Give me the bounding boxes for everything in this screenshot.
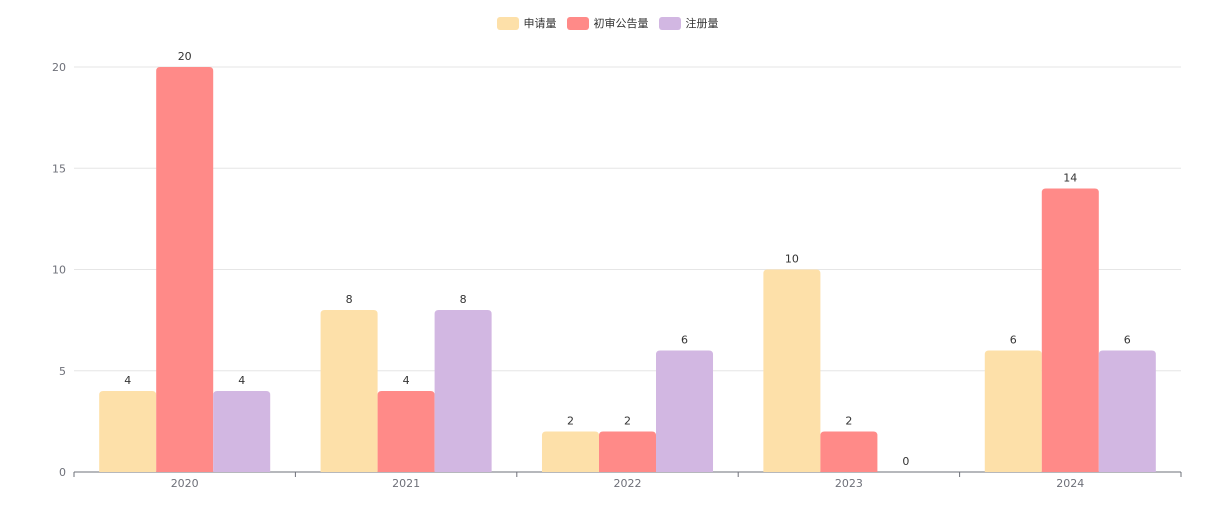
bar: [1041, 188, 1099, 472]
bar: [763, 269, 821, 472]
legend-swatch-register: [658, 16, 681, 30]
y-tick-label: 15: [52, 162, 66, 175]
bar: [541, 431, 599, 472]
legend-label-prelim: 初审公告量: [593, 17, 649, 30]
legend-label-register: 注册量: [685, 17, 719, 30]
data-label: 0: [902, 455, 909, 468]
x-tick-label: 2020: [171, 477, 199, 490]
legend-item-apply[interactable]: 申请量: [496, 15, 557, 31]
bar: [320, 310, 378, 472]
bar: [598, 431, 657, 472]
y-tick-label: 0: [59, 466, 66, 479]
bar: [377, 391, 435, 472]
x-tick-label: 2021: [392, 477, 420, 490]
data-label: 10: [785, 253, 799, 266]
legend-item-register[interactable]: 注册量: [658, 15, 719, 31]
data-label: 2: [845, 415, 852, 428]
bar: [213, 391, 271, 472]
data-label: 2: [624, 415, 631, 428]
bar: [656, 350, 714, 472]
bar: [434, 310, 492, 472]
bar: [156, 67, 214, 472]
x-tick-label: 2023: [835, 477, 863, 490]
bar: [99, 391, 157, 472]
legend-swatch-apply: [496, 16, 519, 30]
data-label: 4: [124, 374, 131, 387]
data-label: 8: [346, 293, 353, 306]
y-tick-label: 20: [52, 61, 66, 74]
bar: [820, 431, 878, 472]
data-label: 6: [1124, 334, 1131, 347]
y-tick-label: 5: [59, 365, 66, 378]
data-label: 14: [1063, 172, 1077, 185]
x-tick-label: 2024: [1056, 477, 1084, 490]
x-tick-label: 2022: [614, 477, 642, 490]
data-label: 4: [403, 374, 410, 387]
bar: [984, 350, 1042, 472]
data-label: 20: [178, 50, 192, 63]
data-label: 8: [460, 293, 467, 306]
data-label: 4: [238, 374, 245, 387]
legend-swatch-prelim: [566, 16, 589, 30]
data-label: 6: [1010, 334, 1017, 347]
legend-label-apply: 申请量: [523, 17, 557, 30]
data-label: 6: [681, 334, 688, 347]
legend: 申请量 初审公告量 注册量: [0, 15, 1215, 31]
data-label: 2: [567, 415, 574, 428]
legend-item-prelim[interactable]: 初审公告量: [566, 15, 649, 31]
bar: [1098, 350, 1156, 472]
y-tick-label: 10: [52, 264, 66, 277]
